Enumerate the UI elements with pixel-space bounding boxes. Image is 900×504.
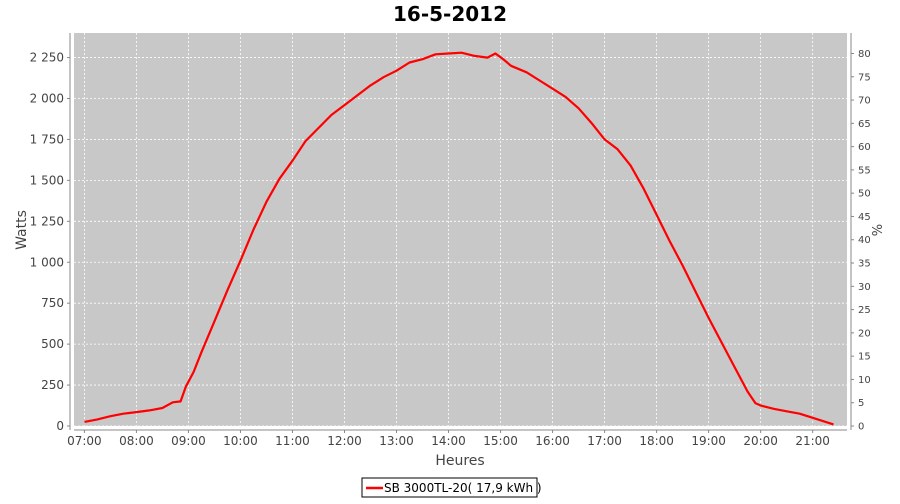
y-tick-label: 750 [41, 296, 64, 310]
y-tick-label: 1 250 [30, 214, 64, 228]
y2-tick-label: 0 [858, 422, 864, 433]
x-tick-label: 07:00 [67, 434, 102, 448]
y2-tick-label: 45 [858, 212, 871, 223]
x-tick-label: 19:00 [691, 434, 726, 448]
y-tick-label: 500 [41, 337, 64, 351]
y2-tick-label: 60 [858, 142, 871, 153]
x-tick-label: 15:00 [483, 434, 518, 448]
y-tick-label: 2 250 [30, 51, 64, 65]
y2-tick-label: 15 [858, 352, 871, 363]
chart-title: 16-5-2012 [393, 2, 507, 26]
x-tick-label: 09:00 [171, 434, 206, 448]
series-layer [84, 51, 834, 426]
y2-tick-label: 30 [858, 282, 871, 293]
y-tick-label: 250 [41, 378, 64, 392]
y2-tick-label: 55 [858, 165, 871, 176]
y-tick-label: 0 [56, 419, 64, 433]
y2-tick-label: 35 [858, 259, 871, 270]
y2-tick-label: 10 [858, 375, 871, 386]
y2-tick-label: 25 [858, 305, 871, 316]
y2-tick-label: 75 [858, 72, 871, 83]
y-tick-label: 1 500 [30, 173, 64, 187]
x-tick-label: 12:00 [327, 434, 362, 448]
x-tick-label: 10:00 [223, 434, 258, 448]
x-tick-label: 21:00 [795, 434, 830, 448]
legend-label: SB 3000TL-20( 17,9 kWh ) [384, 481, 542, 495]
y2-tick-label: 80 [858, 49, 871, 60]
x-axis-label: Heures [435, 453, 484, 469]
x-tick-label: 13:00 [379, 434, 414, 448]
y2-tick-label: 20 [858, 328, 871, 339]
x-tick-label: 17:00 [587, 434, 622, 448]
y2-tick-label: 70 [858, 96, 871, 107]
x-tick-label: 18:00 [639, 434, 674, 448]
legend-box [361, 477, 538, 498]
y-tick-label: 1 000 [30, 255, 64, 269]
x-tick-label: 14:00 [431, 434, 466, 448]
legend: SB 3000TL-20( 17,9 kWh ) [361, 477, 542, 498]
y-tick-label: 1 750 [30, 132, 64, 146]
y2-tick-label: 50 [858, 189, 871, 200]
axes: 07:00 08:00 09:00 10:00 11:00 12:00 13:00 14:00… [30, 33, 871, 448]
y-tick-label: 2 000 [30, 92, 64, 106]
y2-tick-label: 65 [858, 119, 871, 130]
x-tick-label: 16:00 [535, 434, 570, 448]
series-line [84, 51, 834, 426]
grid-lines [74, 33, 847, 427]
x-tick-label: 08:00 [119, 434, 154, 448]
x-tick-label: 20:00 [743, 434, 778, 448]
y2-axis-label: % [871, 224, 886, 236]
y2-tick-label: 40 [858, 235, 871, 246]
plot-area [74, 33, 847, 426]
y2-tick-label: 5 [858, 398, 864, 409]
y-axis-label: Watts [14, 210, 30, 250]
x-tick-label: 11:00 [275, 434, 310, 448]
